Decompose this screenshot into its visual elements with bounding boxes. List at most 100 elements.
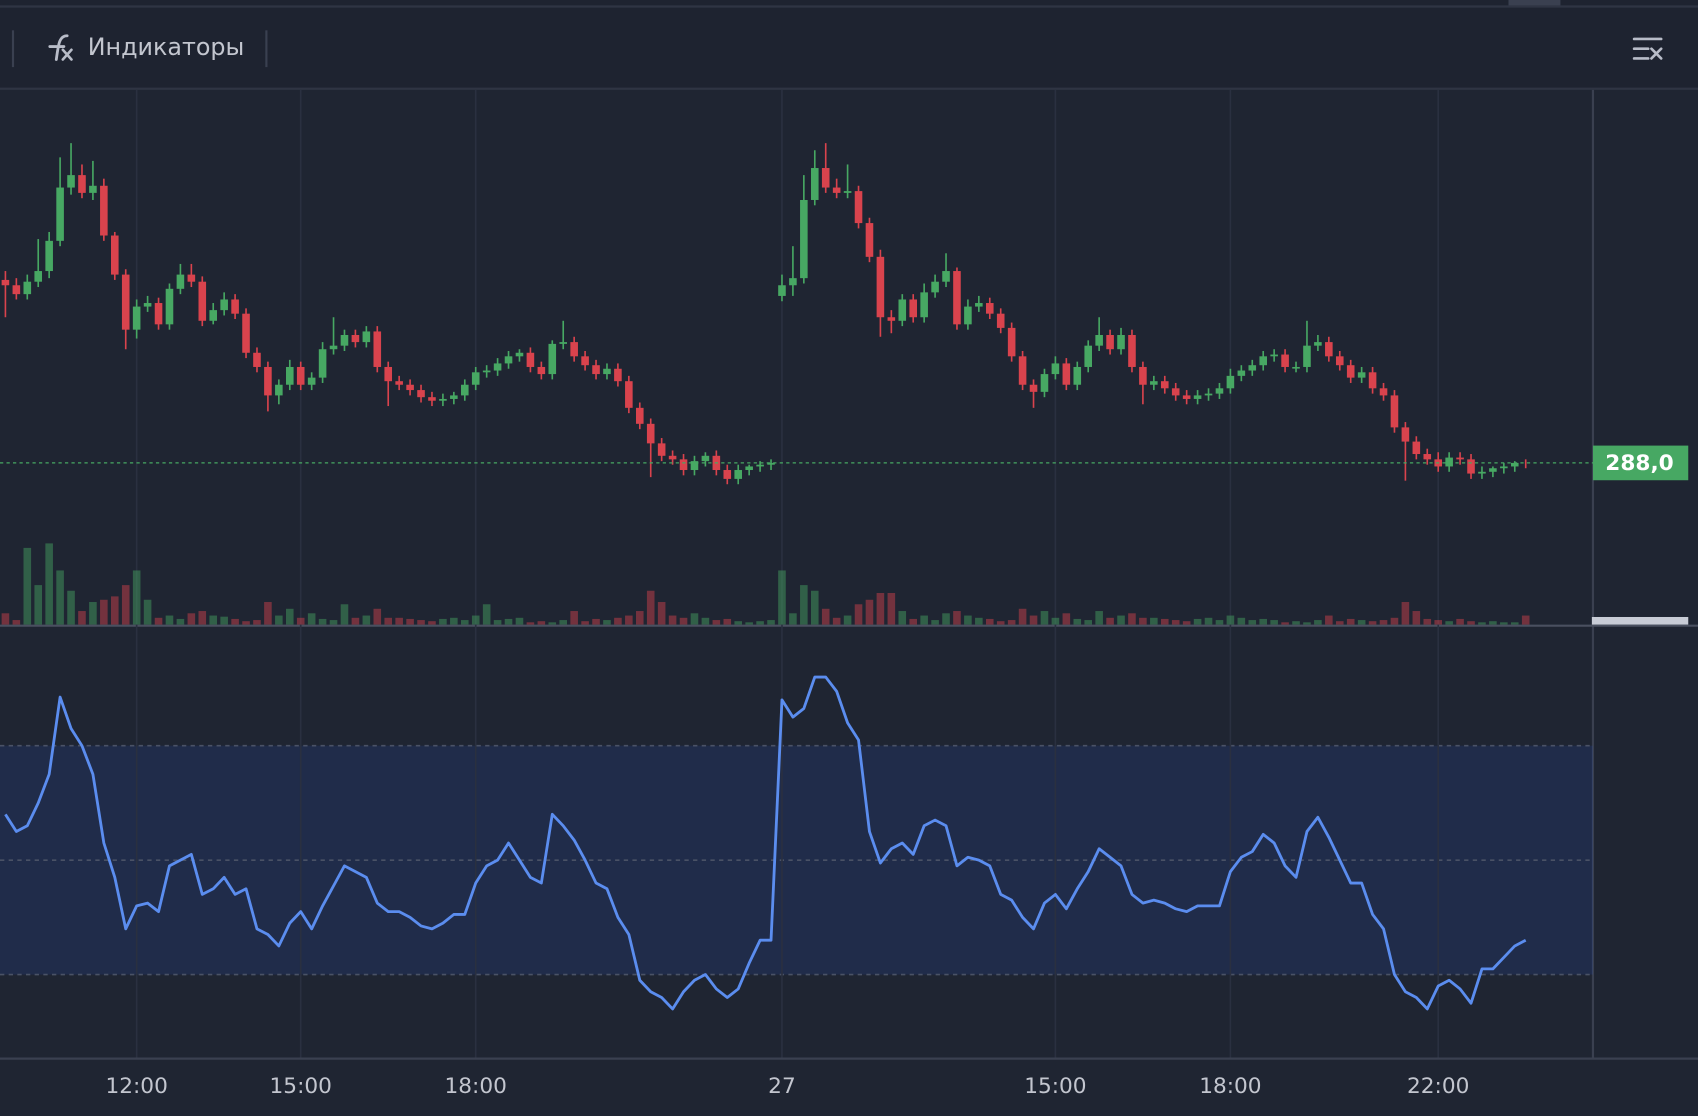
- volume-bar: [756, 621, 764, 625]
- volume-bar: [89, 602, 97, 625]
- candle-body: [909, 299, 918, 318]
- volume-bar: [745, 622, 753, 625]
- candle-body: [395, 381, 403, 385]
- marks-layer: [0, 143, 1593, 1011]
- x-tick-label: 27: [768, 1074, 796, 1099]
- remove-indicators-button[interactable]: [1632, 37, 1663, 60]
- volume-bar: [1182, 621, 1191, 625]
- volume-bar: [1281, 622, 1289, 625]
- candle-body: [1193, 395, 1202, 399]
- volume-bar: [625, 615, 633, 625]
- candle-body: [253, 352, 261, 367]
- volume-bar: [570, 611, 578, 625]
- candle-body: [1401, 427, 1410, 442]
- candle-body: [1303, 345, 1311, 367]
- candle-body: [800, 199, 808, 279]
- volume-bar: [176, 618, 185, 625]
- volume-bar: [1303, 622, 1311, 625]
- volume-bar: [1489, 621, 1497, 625]
- volume-bar: [417, 620, 425, 625]
- candle-body: [1051, 363, 1060, 375]
- candle-body: [876, 256, 885, 318]
- x-tick-label: 12:00: [105, 1074, 167, 1099]
- volume-bar: [592, 618, 600, 625]
- volume-bar: [1445, 621, 1453, 625]
- candle-body: [810, 168, 819, 200]
- toolbar: Индикаторы: [0, 0, 1698, 90]
- candle-body: [767, 462, 775, 465]
- volume-bar: [1456, 618, 1464, 625]
- candle-body: [100, 185, 108, 236]
- candle-body: [1445, 457, 1453, 467]
- candle-body: [285, 366, 294, 385]
- volume-bar: [1171, 620, 1180, 625]
- volume-bar: [450, 617, 458, 625]
- candle-body: [110, 235, 119, 275]
- volume-bar: [1390, 617, 1399, 625]
- volume-bar: [876, 592, 885, 625]
- candle-body: [132, 306, 141, 330]
- volume-bar: [1270, 620, 1278, 625]
- volume-bar: [646, 590, 655, 625]
- candle-body: [887, 317, 896, 321]
- volume-bar: [1073, 618, 1082, 625]
- volume-bar: [614, 617, 622, 625]
- candle-body: [450, 395, 458, 399]
- candle-body: [1062, 363, 1071, 385]
- volume-bar: [100, 599, 108, 625]
- volume-bar: [78, 611, 86, 625]
- candle-body: [723, 470, 732, 479]
- volume-bar: [362, 615, 371, 625]
- candle-body: [1357, 372, 1366, 378]
- candle-body: [920, 292, 928, 318]
- volume-bar: [329, 620, 338, 625]
- candle-body: [1500, 466, 1508, 469]
- volume-bar: [1412, 611, 1421, 625]
- candle-body: [657, 443, 666, 456]
- candle-body: [985, 303, 994, 314]
- candle-body: [1489, 468, 1497, 472]
- volume-bar: [1368, 621, 1377, 625]
- candle-body: [690, 461, 699, 471]
- candle-body: [351, 335, 360, 343]
- candle-body: [1510, 462, 1519, 467]
- candle-body: [209, 310, 218, 321]
- volume-bar: [1062, 613, 1071, 625]
- volume-bar: [482, 604, 491, 625]
- candle-body: [220, 299, 228, 311]
- volume-bar: [898, 611, 907, 625]
- candle-body: [1040, 374, 1049, 392]
- volume-bar: [45, 543, 53, 625]
- candle-body: [832, 187, 841, 193]
- candle-body: [548, 343, 557, 375]
- candle-body: [1171, 388, 1180, 396]
- volume-bar: [865, 599, 874, 625]
- volume-bar: [1467, 621, 1475, 625]
- clear-icon: [1632, 37, 1663, 60]
- candle-body: [1412, 441, 1421, 455]
- volume-bar: [242, 621, 250, 625]
- fx-icon-x: [61, 48, 73, 61]
- volume-bar: [1215, 620, 1224, 625]
- candle-body: [1281, 354, 1289, 367]
- candle-body: [307, 377, 316, 385]
- candle-body: [1029, 384, 1038, 392]
- candle-body: [231, 299, 239, 314]
- candle-body: [614, 368, 622, 382]
- volume-bar: [559, 620, 568, 625]
- grid-layer: [0, 89, 1593, 1058]
- volume-bar: [778, 570, 786, 625]
- candle-body: [1346, 365, 1355, 378]
- indicators-button[interactable]: Индикаторы: [48, 33, 244, 61]
- candle-body: [843, 191, 852, 193]
- volume-bar: [810, 590, 819, 625]
- rsi-line: [4, 675, 1527, 1011]
- scroll-indicator: [1508, 0, 1561, 6]
- candle-body: [515, 352, 524, 357]
- volume-bar: [996, 621, 1005, 625]
- volume-bar: [1500, 622, 1508, 625]
- candle-body: [679, 459, 688, 471]
- last-price-box: [1592, 445, 1689, 481]
- candle-body: [460, 384, 469, 396]
